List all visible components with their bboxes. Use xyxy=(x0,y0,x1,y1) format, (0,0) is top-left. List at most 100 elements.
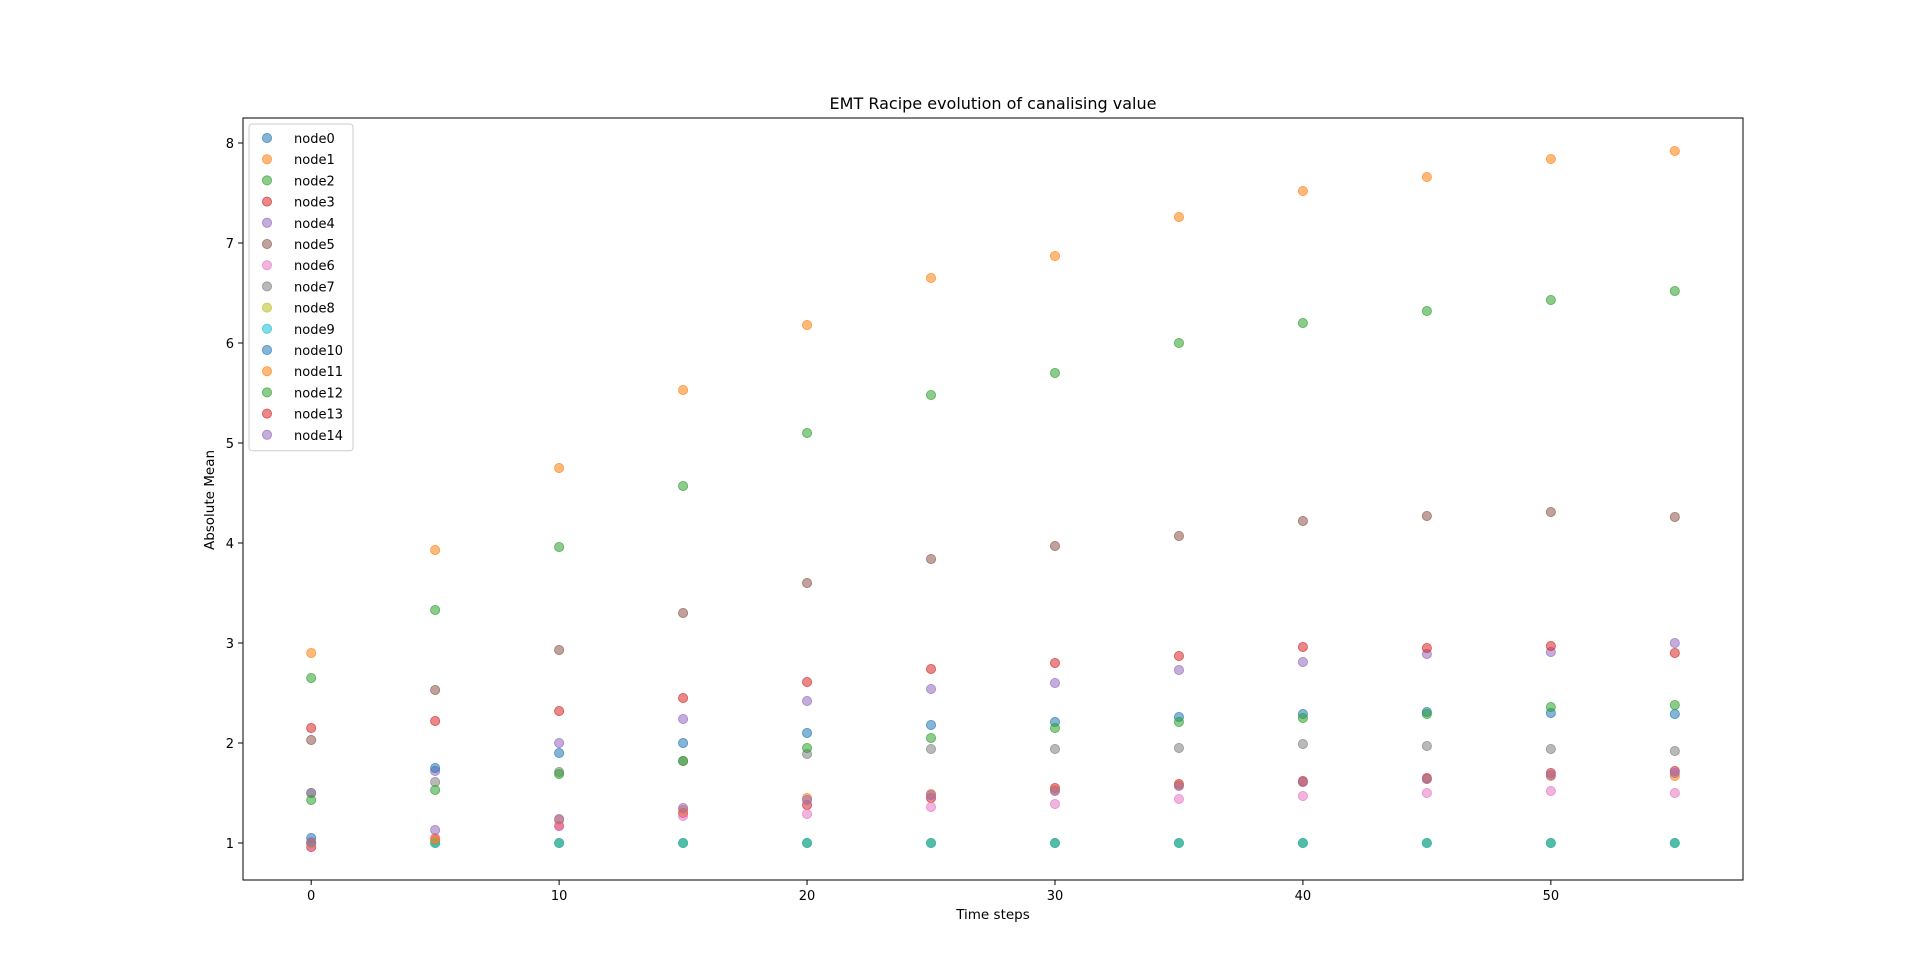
axis-ticks: 0 10 20 30 40 50 1 2 3 4 5 6 7 8 xyxy=(226,137,1559,904)
data-point xyxy=(1421,709,1432,720)
data-point xyxy=(802,677,813,688)
data-point xyxy=(802,809,813,820)
y-tick-label: 6 xyxy=(226,337,234,352)
data-point xyxy=(430,685,441,696)
data-point xyxy=(1545,838,1556,849)
data-point xyxy=(678,714,689,725)
data-point xyxy=(1049,367,1060,378)
legend-marker xyxy=(261,196,272,207)
legend-marker xyxy=(261,429,272,440)
data-point xyxy=(1049,838,1060,849)
data-point xyxy=(926,733,937,744)
legend-label: node3 xyxy=(294,196,335,211)
data-point xyxy=(1669,638,1680,649)
data-point xyxy=(306,837,317,848)
series-node2 xyxy=(306,285,1680,684)
legend-label: node9 xyxy=(294,323,335,338)
data-point xyxy=(1049,786,1060,797)
legend-label: node11 xyxy=(294,365,343,380)
data-point xyxy=(926,744,937,755)
y-tick-label: 5 xyxy=(226,437,234,452)
legend-label: node4 xyxy=(294,217,335,232)
chart-title: EMT Racipe evolution of canalising value xyxy=(830,94,1157,113)
series-node12 xyxy=(306,700,1680,806)
x-tick-label: 40 xyxy=(1295,889,1312,904)
data-point xyxy=(1297,739,1308,750)
legend-marker xyxy=(261,366,272,377)
data-point xyxy=(926,684,937,695)
data-point xyxy=(678,608,689,619)
data-point xyxy=(1049,799,1060,810)
data-point xyxy=(1297,838,1308,849)
data-point xyxy=(1669,145,1680,156)
data-point xyxy=(926,272,937,283)
legend-box xyxy=(248,123,354,452)
data-point xyxy=(1669,648,1680,659)
legend-marker xyxy=(261,281,272,292)
y-tick-label: 1 xyxy=(226,837,234,852)
data-point xyxy=(1421,643,1432,654)
data-point xyxy=(1421,305,1432,316)
legend-label: node12 xyxy=(294,386,343,401)
data-point xyxy=(1545,702,1556,713)
data-point xyxy=(926,720,937,731)
data-point xyxy=(1049,250,1060,261)
data-point xyxy=(554,769,565,780)
data-point xyxy=(1049,678,1060,689)
legend: node0 node1 node2 node3 node4 node5 node6 node7… xyxy=(248,123,354,452)
data-point xyxy=(678,384,689,395)
data-point xyxy=(802,795,813,806)
legend-marker xyxy=(261,217,272,228)
data-point xyxy=(430,834,441,845)
data-point xyxy=(1297,317,1308,328)
data-point xyxy=(1545,786,1556,797)
data-point xyxy=(1669,838,1680,849)
data-point xyxy=(1421,838,1432,849)
legend-marker xyxy=(261,238,272,249)
data-point xyxy=(1049,658,1060,669)
legend-label: node7 xyxy=(294,280,335,295)
data-point xyxy=(1421,171,1432,182)
x-tick-label: 0 xyxy=(307,889,315,904)
plot-frame xyxy=(242,117,1744,881)
series-node1 xyxy=(306,145,1680,659)
legend-label: node6 xyxy=(294,259,335,274)
y-tick-label: 4 xyxy=(226,537,234,552)
data-point xyxy=(1669,512,1680,523)
data-point xyxy=(802,838,813,849)
data-point xyxy=(1297,642,1308,653)
data-point xyxy=(678,693,689,704)
data-point xyxy=(1173,337,1184,348)
data-point xyxy=(1297,185,1308,196)
legend-marker xyxy=(261,175,272,186)
data-point xyxy=(1173,838,1184,849)
legend-marker xyxy=(261,408,272,419)
data-point xyxy=(306,648,317,659)
x-axis-label: Time steps xyxy=(955,907,1030,923)
series-node13 xyxy=(306,641,1680,734)
data-point xyxy=(1669,285,1680,296)
data-point xyxy=(802,743,813,754)
legend-label: node13 xyxy=(294,408,343,423)
series-node14 xyxy=(306,768,1680,848)
legend-marker xyxy=(261,260,272,271)
data-point xyxy=(802,319,813,330)
legend-label: node10 xyxy=(294,344,343,359)
data-point xyxy=(678,480,689,491)
data-point xyxy=(1421,741,1432,752)
data-point xyxy=(1297,791,1308,802)
data-point xyxy=(1297,777,1308,788)
legend-marker xyxy=(261,132,272,143)
data-point xyxy=(1545,153,1556,164)
legend-label: node14 xyxy=(294,429,343,444)
data-point xyxy=(926,838,937,849)
data-point xyxy=(1049,723,1060,734)
data-point xyxy=(1545,641,1556,652)
data-point xyxy=(1669,746,1680,757)
data-point xyxy=(1297,713,1308,724)
data-point xyxy=(1173,651,1184,662)
x-tick-label: 30 xyxy=(1047,889,1064,904)
series-node5 xyxy=(306,506,1680,746)
data-point xyxy=(1421,774,1432,785)
